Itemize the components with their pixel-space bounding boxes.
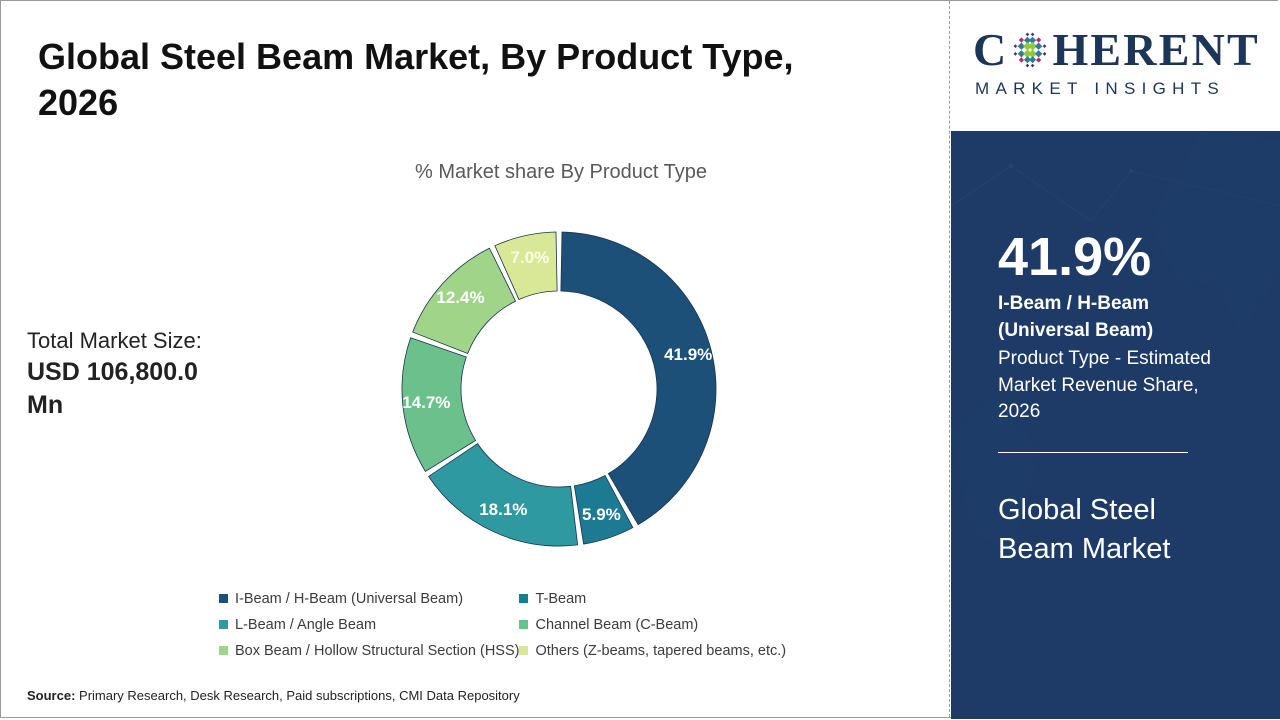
svg-text:41.9%: 41.9% bbox=[664, 345, 712, 364]
svg-text:14.7%: 14.7% bbox=[402, 393, 450, 412]
svg-text:12.4%: 12.4% bbox=[436, 288, 484, 307]
svg-text:7.0%: 7.0% bbox=[511, 248, 550, 267]
svg-text:5.9%: 5.9% bbox=[582, 505, 621, 524]
svg-text:18.1%: 18.1% bbox=[479, 500, 527, 519]
